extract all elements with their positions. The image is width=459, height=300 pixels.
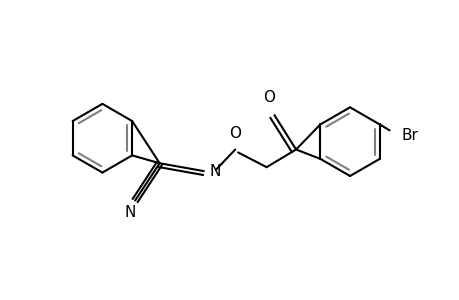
Text: Br: Br: [401, 128, 417, 143]
Text: N: N: [124, 205, 135, 220]
Text: O: O: [263, 90, 275, 105]
Text: N: N: [209, 164, 221, 178]
Text: O: O: [229, 126, 241, 141]
